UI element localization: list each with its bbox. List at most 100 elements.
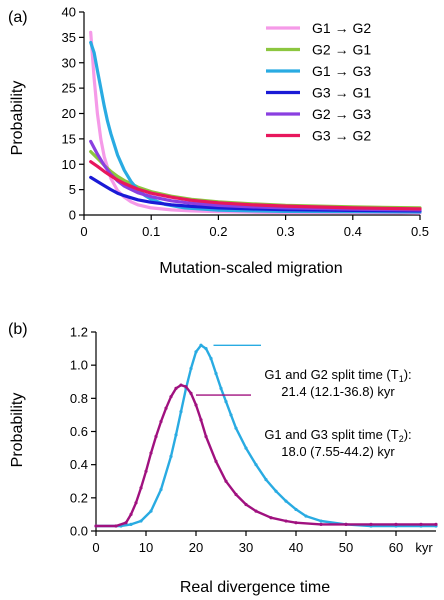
- panel-a-y-tick-label: 35: [62, 30, 76, 45]
- panel-a-x-axis-label: Mutation-scaled migration: [159, 260, 342, 277]
- panel-b-y-tick-label: 0.4: [70, 457, 88, 472]
- panel-a-x-tick-label: 0.3: [277, 224, 295, 239]
- panel-b-series-2-point: [174, 386, 178, 390]
- panel-b-series-1-point: [229, 413, 233, 417]
- legend-label-3: G1 → G3: [312, 63, 371, 79]
- annotation-t2-line1: G1 and G3 split time (T2):: [264, 427, 411, 444]
- panel-b-series-1-point: [159, 487, 163, 492]
- panel-b-series-2-point: [434, 522, 438, 526]
- panel-b-series-2-point: [344, 522, 348, 526]
- annotation-t2-line2: 18.0 (7.55-44.2) kyr: [281, 444, 395, 459]
- panel-b-series-2-point: [194, 403, 198, 407]
- panel-b-x-tick-label: 0: [92, 540, 99, 555]
- legend-label-5: G2 → G3: [312, 106, 371, 122]
- panel-b-series-1-point: [224, 400, 228, 404]
- panel-b-series-1-point: [304, 514, 308, 518]
- panel-b-series-1-point: [169, 454, 173, 458]
- panel-b-y-tick-label: 0.8: [70, 391, 88, 406]
- panel-b-series-2-point: [244, 502, 248, 507]
- panel-b-series-2-point: [319, 522, 323, 526]
- panel-b-series-1-point: [214, 371, 218, 376]
- panel-a-y-tick-label: 0: [69, 208, 76, 223]
- panel-b-y-tick-label: 0.6: [70, 424, 88, 439]
- panel-b-series-1-point: [319, 519, 323, 523]
- panel-a-y-tick-label: 10: [62, 157, 76, 172]
- panel-b-series-1-point: [189, 366, 193, 371]
- panel-b-series-2-point: [94, 524, 98, 528]
- panel-b-series-1-point: [199, 343, 203, 347]
- panel-b-series-1-point: [274, 489, 278, 493]
- panel-b-x-tick-label: 50: [339, 540, 353, 555]
- panel-b-series-2-point: [224, 479, 228, 483]
- panel-b: (b) Probability 0.0 0.2 0.4 0.6 0.8 1.0 1.2 0 10…: [8, 321, 438, 596]
- panel-b-series-1-point: [244, 446, 248, 450]
- panel-b-x-tick-label: 30: [239, 540, 253, 555]
- panel-a-x-tick-label: 0: [80, 224, 87, 239]
- legend-label-1: G1 → G2: [312, 20, 371, 36]
- panel-a-series-line-3: [89, 40, 422, 214]
- panel-b-x-tick-label: 10: [139, 540, 153, 555]
- panel-b-series-2-point: [164, 406, 168, 410]
- panel-b-x-unit-label: kyr: [415, 540, 433, 555]
- panel-b-series-2-point: [139, 486, 143, 490]
- panel-b-series-2-point: [284, 519, 288, 523]
- panel-b-series-1-point: [149, 509, 153, 513]
- annotation-t1-line1: G1 and G2 split time (T1):: [264, 367, 411, 384]
- panel-b-x-tick-label: 60: [389, 540, 403, 555]
- panel-a-y-tick-label: 40: [62, 5, 76, 20]
- panel-b-series-1-point: [219, 386, 223, 390]
- panel-a-y-tick-label: 15: [62, 131, 76, 146]
- legend-label-4: G3 → G1: [312, 85, 371, 101]
- panel-a-x-tick-label: 0.5: [411, 224, 429, 239]
- panel-b-series-2-point: [144, 469, 148, 473]
- panel-a-label: (a): [8, 9, 28, 26]
- panel-b-y-tick-label: 1.2: [70, 325, 88, 340]
- panel-b-series-2-point: [234, 492, 238, 497]
- panel-b-series-2-point: [199, 418, 203, 422]
- panel-a-y-tick-label: 30: [62, 55, 76, 70]
- panel-b-y-axis-label: Probability: [9, 393, 26, 468]
- panel-b-series-1-point: [294, 507, 298, 512]
- panel-a-series-line-4: [89, 175, 422, 213]
- panel-a-plot-area: [89, 30, 422, 215]
- panel-a-series-line-6: [89, 160, 422, 211]
- legend-label-6: G3 → G2: [312, 128, 371, 144]
- panel-a-y-tick-label: 25: [62, 81, 76, 96]
- panel-b-series-2-point: [159, 419, 163, 424]
- panel-b-series-1-point: [209, 356, 213, 361]
- panel-b-series-1-point: [264, 477, 268, 482]
- panel-b-series-2-point: [154, 434, 158, 439]
- panel-b-series-2-point: [394, 522, 398, 526]
- panel-a-axes: 0 5 10 15 20 25 30 35 40 0 0.1 0.2 0.3 0.4 0.5: [62, 5, 430, 240]
- panel-a-y-tick-label: 20: [62, 106, 76, 121]
- panel-b-series-2-point: [129, 512, 133, 517]
- panel-b-annotations: G1 and G2 split time (T1): 21.4 (12.1-36…: [196, 344, 412, 459]
- panel-b-x-tick-label: 40: [289, 540, 303, 555]
- panel-b-series-1-point: [174, 433, 178, 437]
- panel-a-x-tick-label: 0.1: [142, 224, 160, 239]
- panel-b-y-tick-label: 0.2: [70, 490, 88, 505]
- panel-b-series-2-point: [214, 459, 218, 463]
- legend-label-2: G2 → G1: [312, 42, 371, 58]
- panel-b-series-1-point: [284, 499, 288, 503]
- panel-b-label: (b): [8, 321, 28, 338]
- panel-a-y-axis-label: Probability: [9, 81, 26, 156]
- annotation-t1-line2: 21.4 (12.1-36.8) kyr: [281, 384, 395, 399]
- panel-b-series-1-point: [254, 463, 258, 467]
- panel-b-y-tick-label: 0.0: [70, 524, 88, 539]
- panel-b-series-2-point: [204, 434, 208, 439]
- panel-b-series-2-point: [184, 385, 188, 389]
- panel-b-series-2-point: [254, 509, 258, 513]
- panel-b-series-2-point: [149, 451, 153, 455]
- panel-b-series-1-point: [234, 426, 238, 430]
- panel-b-series-2-point: [169, 395, 173, 399]
- panel-b-series-2-point: [294, 521, 298, 525]
- panel-b-series-2-point: [114, 524, 118, 528]
- panel-a-x-tick-label: 0.4: [344, 224, 362, 239]
- panel-b-series-2-point: [419, 522, 423, 526]
- panel-b-axes: 0.0 0.2 0.4 0.6 0.8 1.0 1.2 0 10 20 30 40 50 60 kyr: [70, 325, 436, 555]
- panel-b-series-2-point: [189, 391, 193, 395]
- panel-b-series-2-point: [369, 522, 373, 526]
